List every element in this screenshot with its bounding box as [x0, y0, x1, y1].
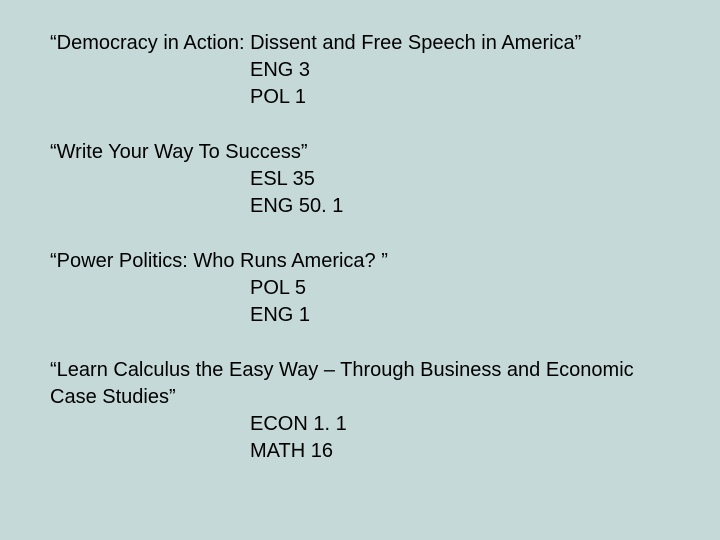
block-title: “Democracy in Action: Dissent and Free S…	[50, 30, 670, 57]
course-block: “Write Your Way To Success” ESL 35 ENG 5…	[50, 139, 670, 220]
course-block: “Power Politics: Who Runs America? ” POL…	[50, 248, 670, 329]
course-code: ESL 35	[50, 166, 670, 193]
block-title: “Write Your Way To Success”	[50, 139, 670, 166]
block-title: “Learn Calculus the Easy Way – Through B…	[50, 357, 670, 411]
course-code: ENG 3	[50, 57, 670, 84]
course-block: “Democracy in Action: Dissent and Free S…	[50, 30, 670, 111]
course-block: “Learn Calculus the Easy Way – Through B…	[50, 357, 670, 465]
course-code: ECON 1. 1	[50, 411, 670, 438]
block-title: “Power Politics: Who Runs America? ”	[50, 248, 670, 275]
course-code: ENG 50. 1	[50, 193, 670, 220]
course-code: POL 1	[50, 84, 670, 111]
course-code: ENG 1	[50, 302, 670, 329]
course-code: MATH 16	[50, 438, 670, 465]
course-code: POL 5	[50, 275, 670, 302]
